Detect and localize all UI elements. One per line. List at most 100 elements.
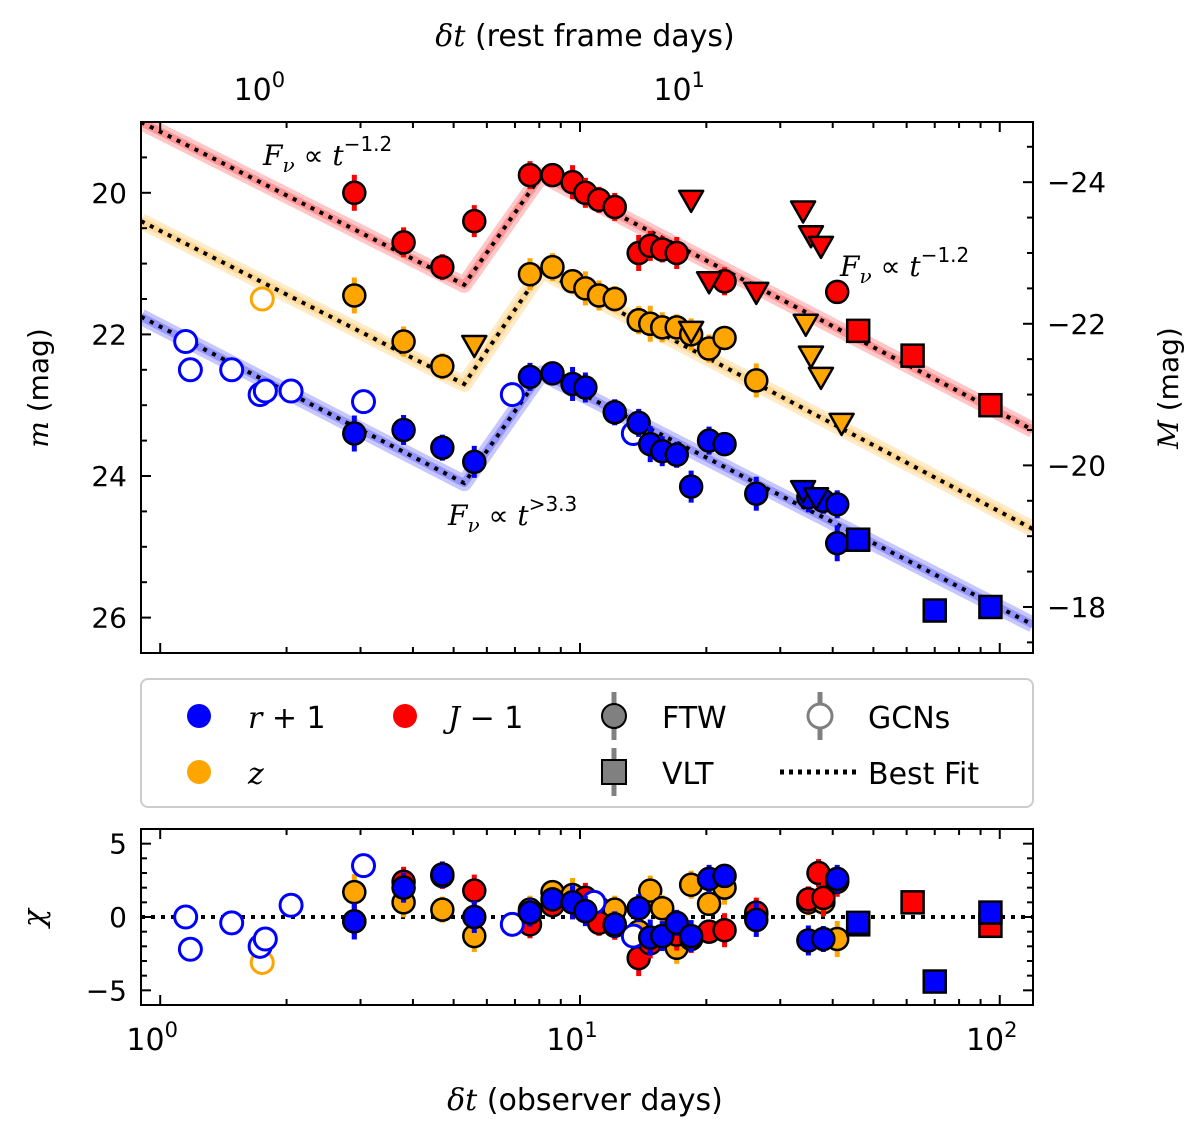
lc-ftw-point-2-4 — [517, 162, 543, 188]
res-ftw-point-2-18 — [811, 926, 836, 952]
res-ftw-point-1-20 — [811, 885, 836, 911]
legend-marker-z — [187, 760, 211, 784]
lc-ftw-point-1-0 — [342, 283, 367, 308]
lc-ftw-point-0-5 — [540, 361, 565, 386]
lc-upper-limit-0-1 — [802, 486, 830, 511]
lc-gcn-point-0-2 — [219, 357, 245, 383]
lc-upper-limit-2-5 — [807, 235, 835, 260]
lc-ftw-point-0-1 — [391, 417, 416, 443]
res-ftw-point-2-4 — [517, 900, 543, 925]
best-fit-line-0 — [141, 314, 1033, 627]
residuals-panel: −5 0 5 100 101 102 χ δt (observer days) — [17, 828, 1034, 1118]
lc-gcn-point-0-7 — [499, 382, 525, 408]
legend: r + 1 J − 1 FTW GCNs z VLT Best Fit — [140, 678, 1034, 808]
lc-upper-limit-2-3 — [789, 200, 817, 224]
y-right-tick-label-1: −22 — [1047, 308, 1106, 341]
legend-label-z: z — [247, 757, 264, 792]
annotation-decay-late: Fν ∝ t−1.2 — [839, 243, 969, 288]
y-axis-title: m (mag) — [22, 328, 55, 448]
lc-ftw-point-0-13 — [678, 474, 704, 499]
plot-frame — [140, 121, 1034, 654]
lc-vlt-point-0-1 — [922, 598, 947, 623]
lc-ftw-point-0-2 — [430, 435, 455, 460]
lc-ftw-point-0-8 — [602, 400, 627, 425]
lc-ftw-point-1-2 — [430, 354, 455, 379]
lc-ftw-point-0-19 — [824, 492, 850, 517]
lc-upper-limit-1-1 — [677, 320, 705, 345]
lc-vlt-point-0-0 — [845, 527, 871, 552]
lc-ftw-point-1-8 — [602, 286, 627, 312]
res-ftw-point-1-3 — [462, 878, 487, 903]
res-ftw-point-2-3 — [462, 904, 487, 930]
legend-label-gcn: GCNs — [868, 701, 950, 736]
best-fit-line-1 — [141, 219, 1033, 531]
legend-marker-ftw — [601, 703, 627, 729]
res-y-tick-label-0: −5 — [86, 974, 127, 1007]
lc-upper-limit-1-4 — [807, 366, 835, 391]
res-ftw-point-0-0 — [342, 879, 367, 905]
res-ftw-point-0-11 — [637, 878, 663, 903]
res-gcn-point-2-6 — [351, 853, 377, 879]
res-ftw-point-0-12 — [649, 895, 675, 921]
res-ftw-point-2-16 — [744, 907, 769, 933]
lc-gcn-point-1-0 — [249, 286, 275, 312]
res-ftw-point-2-8 — [602, 912, 627, 937]
lc-ftw-point-0-4 — [517, 364, 543, 390]
y-axis-right-title: M (mag) — [1152, 327, 1185, 450]
res-vlt-point-1-1 — [900, 890, 925, 915]
lc-gcn-point-0-6 — [351, 389, 377, 415]
light-curve-panel: 20 22 24 26 −24 −22 −20 −18 100 101 m (mag) M (ma… — [22, 19, 1185, 654]
lc-upper-limit-2-0 — [677, 189, 705, 214]
lc-upper-limit-2-2 — [743, 281, 770, 306]
y-tick-label-3: 26 — [91, 602, 127, 635]
x-tick-label-1: 101 — [546, 1018, 598, 1058]
res-gcn-point-2-2 — [219, 910, 245, 936]
legend-marker-vlt — [601, 759, 627, 785]
lc-ftw-point-2-1 — [391, 230, 416, 255]
res-y-tick-label-1: 0 — [109, 901, 127, 934]
x-axis-top-title: δt (rest frame days) — [435, 19, 734, 54]
y-right-tick-label-0: −24 — [1047, 166, 1106, 199]
legend-marker-r — [187, 704, 211, 728]
lc-vlt-point-2-0 — [845, 318, 871, 344]
res-gcn-point-2-1 — [177, 936, 203, 962]
lc-upper-limit-1-3 — [797, 345, 825, 369]
lc-ftw-point-0-0 — [342, 421, 367, 446]
res-ftw-point-1-16 — [712, 917, 737, 943]
y-tick-label-2: 24 — [91, 460, 127, 493]
x-top-tick-label-1: 101 — [653, 68, 705, 108]
best-fit-lines — [141, 122, 1033, 627]
lc-ftw-point-0-7 — [573, 375, 598, 400]
lc-ftw-point-0-15 — [712, 431, 737, 457]
legend-label-vlt: VLT — [662, 757, 714, 792]
data-points — [173, 161, 1003, 623]
best-fit-line-2 — [141, 122, 1033, 432]
lc-ftw-point-2-9 — [602, 194, 627, 220]
lc-upper-limit-1-2 — [792, 313, 819, 338]
axis-ticks: 20 22 24 26 −24 −22 −20 −18 100 101 — [91, 68, 1106, 654]
lc-ftw-point-2-3 — [462, 208, 487, 234]
lc-vlt-point-2-2 — [978, 392, 1003, 418]
lc-ftw-point-0-12 — [664, 442, 689, 468]
res-gcn-point-2-7 — [499, 911, 525, 937]
residual-y-axis-title: χ — [17, 907, 52, 929]
lc-ftw-point-0-16 — [744, 481, 769, 506]
res-gcn-point-2-0 — [173, 904, 199, 930]
lc-upper-limit-2-1 — [695, 271, 723, 295]
lc-gcn-point-0-0 — [173, 328, 199, 354]
res-y-tick-label-2: 5 — [109, 828, 127, 861]
lc-ftw-point-2-2 — [430, 254, 455, 280]
legend-marker-gcn — [806, 702, 834, 730]
lc-ftw-point-1-1 — [391, 329, 416, 354]
res-ftw-point-2-1 — [391, 875, 416, 900]
lc-ftw-point-1-16 — [744, 368, 769, 393]
res-ftw-point-2-5 — [540, 887, 565, 912]
res-ftw-point-2-2 — [430, 862, 455, 887]
legend-label-j: J − 1 — [442, 701, 523, 736]
residual-axis-ticks: −5 0 5 100 101 102 — [86, 828, 1033, 1058]
x-axis-title: δt (observer days) — [447, 1083, 723, 1118]
res-ftw-point-2-9 — [626, 895, 651, 921]
res-ftw-point-2-13 — [678, 923, 704, 949]
x-top-tick-label-0: 100 — [234, 68, 286, 108]
